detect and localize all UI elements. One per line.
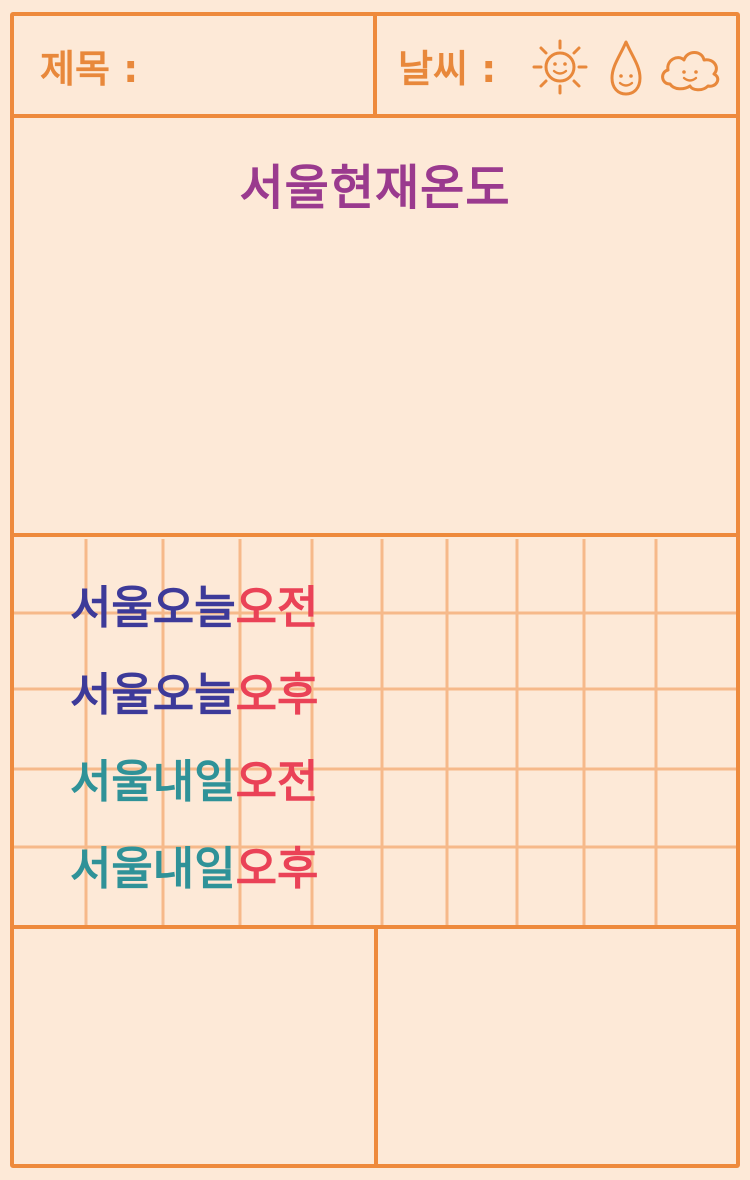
period-label: 오후 xyxy=(235,668,319,721)
cloud-icon xyxy=(661,51,720,92)
grid-lines xyxy=(14,539,736,925)
period-label: 오전 xyxy=(235,755,319,808)
period-label: 오전 xyxy=(235,581,319,634)
city-day-label: 서울내일 xyxy=(70,842,236,895)
page-heading: 서울현재온도 xyxy=(239,160,511,216)
city-day-label: 서울오늘 xyxy=(70,581,236,634)
bottom-split-line xyxy=(374,927,378,1168)
period-label: 오후 xyxy=(235,842,319,895)
forecast-list: 서울오늘오전 서울오늘오후 서울내일오전 서울내일오후 xyxy=(70,568,318,916)
weather-label: 날씨 : xyxy=(398,47,497,91)
list-item: 서울오늘오전 xyxy=(70,568,318,655)
grid-paper xyxy=(14,539,736,925)
header-divider xyxy=(10,114,740,118)
list-item: 서울내일오전 xyxy=(70,742,318,829)
list-item: 서울오늘오후 xyxy=(70,655,318,742)
sun-icon xyxy=(532,39,588,95)
grid-top-divider xyxy=(10,533,740,537)
city-day-label: 서울내일 xyxy=(70,755,236,808)
list-item: 서울내일오후 xyxy=(70,829,318,916)
city-day-label: 서울오늘 xyxy=(70,668,236,721)
title-label: 제목 : xyxy=(40,47,139,91)
header-split-line xyxy=(373,12,377,116)
raindrop-icon xyxy=(610,40,642,96)
